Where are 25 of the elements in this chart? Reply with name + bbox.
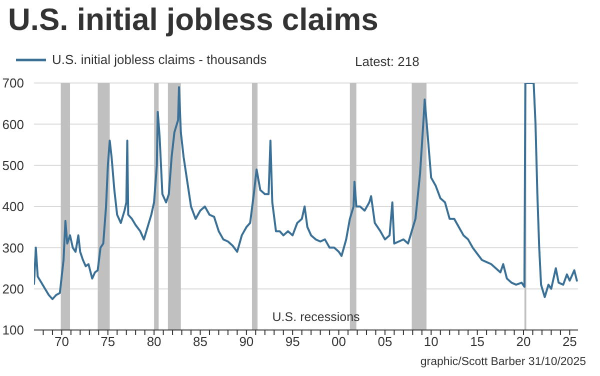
text: Latest: 218 bbox=[355, 54, 420, 69]
chart-title: U.S. initial jobless claims bbox=[8, 2, 378, 38]
x-tick-label: 20 bbox=[516, 334, 531, 350]
x-tick-label: 70 bbox=[54, 334, 69, 350]
x-tick-label: 10 bbox=[424, 334, 438, 350]
y-tick-label: 700 bbox=[2, 76, 24, 91]
y-tick-label: 300 bbox=[2, 240, 24, 256]
x-tick-label: 15 bbox=[470, 334, 485, 350]
y-tick-label: 100 bbox=[2, 322, 24, 338]
x-tick-label: 95 bbox=[285, 334, 300, 350]
x-tick-label: 00 bbox=[332, 334, 346, 350]
line-series bbox=[34, 83, 578, 300]
y-tick-label: 200 bbox=[2, 281, 24, 296]
y-tick-label: 600 bbox=[2, 116, 24, 132]
x-tick-label: 90 bbox=[239, 334, 254, 350]
x-tick-label: 80 bbox=[146, 334, 162, 350]
legend-label: U.S. initial jobless claims - thousands bbox=[52, 52, 267, 67]
x-tick-label: 05 bbox=[378, 334, 392, 350]
x-tick-label: 75 bbox=[100, 334, 116, 350]
y-tick-label: 500 bbox=[2, 158, 24, 173]
x-tick-label: 85 bbox=[193, 334, 208, 350]
annotation: U.S. recessions bbox=[272, 310, 360, 324]
text: graphic/Scott Barber 31/10/2025 bbox=[420, 356, 586, 368]
y-tick-label: 400 bbox=[2, 199, 24, 214]
x-tick-label: 25 bbox=[562, 334, 577, 350]
